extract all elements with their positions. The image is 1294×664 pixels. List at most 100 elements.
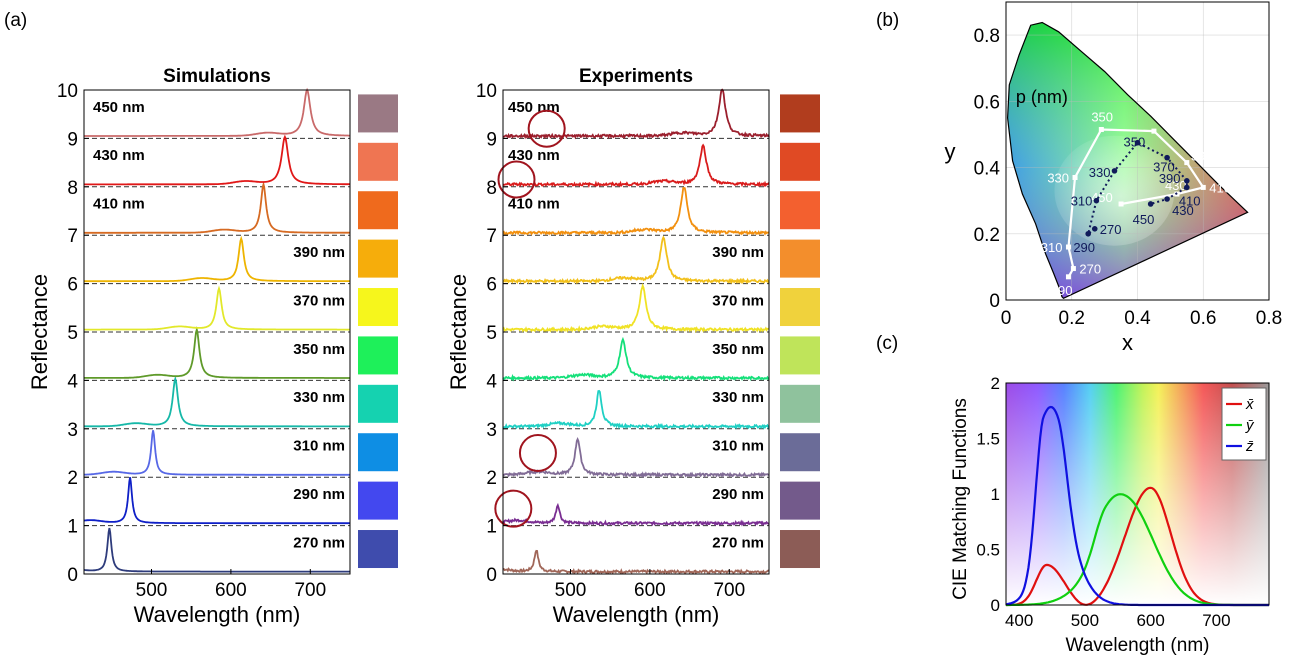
series-line-290-nm xyxy=(502,502,770,527)
y-tick-label: 2 xyxy=(486,468,497,489)
plot-title: Simulations xyxy=(163,66,271,87)
y-axis-label: CIE Matching Functions xyxy=(950,398,971,600)
panel-label-b: (b) xyxy=(876,10,899,31)
simulated-trajectory xyxy=(1067,128,1206,278)
y-tick-label: 5 xyxy=(67,323,78,344)
simulated-point-label: 370 xyxy=(1160,111,1182,126)
color-swatch xyxy=(780,191,820,230)
simulated-point xyxy=(1065,244,1071,250)
y-tick-label: 6 xyxy=(67,275,78,296)
experimental-point xyxy=(1164,154,1170,161)
y-tick-label: 0.2 xyxy=(974,225,1000,246)
y-tick-label: 3 xyxy=(486,420,497,441)
y-tick-label: 6 xyxy=(486,275,497,296)
x-tick-label: 600 xyxy=(634,580,666,601)
x-tick-label: 500 xyxy=(136,580,168,601)
experimental-trajectory xyxy=(1086,141,1188,237)
series-label: 330 nm xyxy=(712,389,764,406)
color-swatch xyxy=(780,433,820,472)
y-tick-label: 2 xyxy=(991,374,1000,393)
y-tick-label: 1 xyxy=(486,517,497,538)
x-tick-label: 500 xyxy=(1071,611,1099,630)
color-swatch xyxy=(358,94,398,133)
series-label: 450 nm xyxy=(508,99,560,116)
simulated-point-label: 410 xyxy=(1209,180,1231,195)
simulated-point xyxy=(1200,184,1206,190)
y-tick-label: 1 xyxy=(991,485,1000,504)
highlight-circle xyxy=(494,489,533,528)
simulated-point xyxy=(1070,266,1076,272)
annotation-p-nm: p (nm) xyxy=(1016,87,1068,107)
y-tick-label: 0.8 xyxy=(974,26,1000,47)
series-line-310-nm xyxy=(502,436,770,479)
color-swatch xyxy=(358,384,398,423)
series-label: 410 nm xyxy=(93,196,145,213)
x-tick-label: 0.2 xyxy=(1059,308,1085,329)
experimental-point xyxy=(1091,226,1098,232)
series-line-270-nm xyxy=(83,527,350,573)
axes-frame xyxy=(1005,1,1270,301)
y-tick-label: 8 xyxy=(486,178,497,199)
color-swatch xyxy=(358,336,398,375)
series-line-290-nm xyxy=(83,477,350,525)
color-swatch xyxy=(358,288,398,327)
experimental-point-label: 370 xyxy=(1153,160,1175,175)
series-line-430-nm xyxy=(84,134,350,186)
y-tick-label: 5 xyxy=(486,323,497,344)
simulated-point-label: 290 xyxy=(1051,283,1073,298)
y-tick-label: 8 xyxy=(67,178,78,199)
color-swatch xyxy=(358,481,398,520)
series-label: 390 nm xyxy=(712,244,764,261)
experimental-point xyxy=(1085,230,1091,237)
simulated-point-label: 310 xyxy=(1041,240,1063,255)
y-tick-label: 10 xyxy=(476,81,497,102)
color-swatch xyxy=(358,191,398,230)
simulations-plot: Simulations 270 nm 290 nm 310 nm 330 nm 350 n… xyxy=(27,66,398,627)
color-swatch xyxy=(358,239,398,278)
series-label: 310 nm xyxy=(293,438,345,455)
experimental-point-label: 270 xyxy=(1100,222,1122,237)
y-tick-label: 9 xyxy=(67,129,78,150)
series-line-310-nm xyxy=(84,430,350,476)
experimental-point xyxy=(1134,139,1141,146)
simulated-point-label: 350 xyxy=(1091,109,1113,124)
color-swatch xyxy=(358,433,398,472)
experimental-point-label: 310 xyxy=(1071,194,1093,209)
x-tick-label: 500 xyxy=(555,580,587,601)
y-tick-label: 10 xyxy=(57,81,78,102)
x-axis-label: Wavelength (nm) xyxy=(553,602,720,627)
series-label: 370 nm xyxy=(712,292,764,309)
panel-label-a: (a) xyxy=(4,10,27,31)
experiments-plot: Experiments 270 nm 290 nm 310 nm 330 nm 350 n… xyxy=(446,66,820,627)
legend-label: z̄ xyxy=(1245,438,1254,455)
x-tick-label: 0 xyxy=(1001,308,1012,329)
color-swatch xyxy=(780,239,820,278)
series-label: 410 nm xyxy=(508,196,560,213)
series-label: 390 nm xyxy=(293,244,345,261)
series-line-330-nm xyxy=(502,389,770,430)
y-axis-label: Reflectance xyxy=(446,274,471,390)
series-label: 350 nm xyxy=(293,341,345,358)
x-tick-label: 600 xyxy=(1136,611,1164,630)
x-tick-label: 0.4 xyxy=(1124,308,1151,329)
y-tick-label: 9 xyxy=(486,129,497,150)
color-swatch xyxy=(780,288,820,327)
experimental-point xyxy=(1093,197,1100,204)
simulated-point-label: 270 xyxy=(1079,262,1101,277)
highlight-circle xyxy=(527,109,566,148)
series-line-450-nm xyxy=(502,88,770,140)
experimental-point-label: 450 xyxy=(1133,212,1155,227)
experimental-point xyxy=(1184,184,1190,191)
simulated-point xyxy=(1184,160,1190,166)
y-tick-label: 7 xyxy=(67,226,78,247)
x-tick-label: 0.8 xyxy=(1256,308,1282,329)
series-line-370-nm xyxy=(502,282,770,334)
y-tick-label: 1 xyxy=(67,517,78,538)
experimental-point xyxy=(1147,201,1154,207)
series-line-450-nm xyxy=(84,87,350,137)
color-swatch xyxy=(780,142,820,181)
highlight-circle xyxy=(497,160,536,199)
y-tick-label: 0 xyxy=(67,565,78,586)
experimental-point-label: 330 xyxy=(1089,165,1111,180)
